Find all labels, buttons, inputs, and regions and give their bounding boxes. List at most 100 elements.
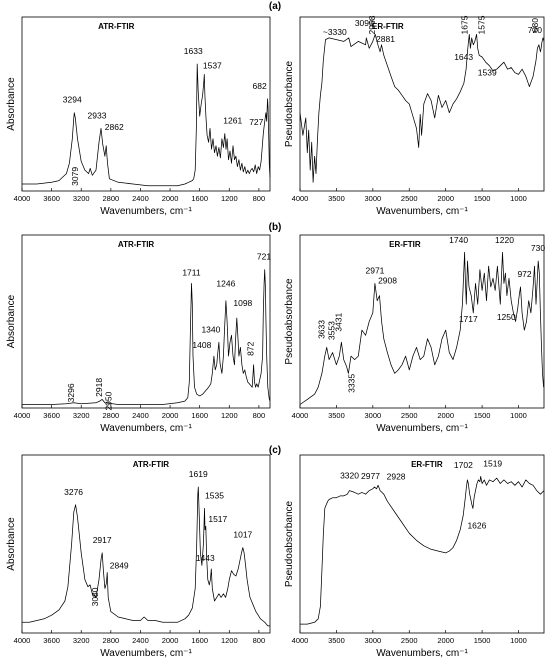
x-tick-label: 2000 xyxy=(162,194,179,203)
x-tick-label: 4000 xyxy=(14,411,31,420)
plot-frame xyxy=(299,234,545,409)
chart-panel-6: 4000 3500 3000 2500 2000 1500 1000 Wavenumbers,… xyxy=(284,454,545,659)
spectrum-line xyxy=(22,486,270,627)
plot-frame xyxy=(21,234,271,409)
x-tick-label: 3200 xyxy=(73,411,90,420)
peak-label: 721 xyxy=(257,252,271,262)
y-axis-label: Pseudoabsorbance xyxy=(284,500,295,587)
peak-label: 872 xyxy=(246,341,256,355)
x-tick-label: 2400 xyxy=(132,636,149,645)
peak-label: ~3330 xyxy=(323,27,347,37)
x-tick-label: 2800 xyxy=(102,411,119,420)
x-tick-label: 2000 xyxy=(437,194,454,203)
chart-panel-5: 4000 3600 3200 2800 2400 2000 1600 1200 800 Waven… xyxy=(6,454,271,659)
peak-label: 1675 xyxy=(459,15,469,34)
x-tick-label: 1000 xyxy=(510,194,527,203)
x-tick-label: 4000 xyxy=(14,194,31,203)
x-tick-label: 1500 xyxy=(474,194,491,203)
spectrum-line xyxy=(300,476,545,625)
peak-label: 1098 xyxy=(233,298,252,308)
plot-frame xyxy=(21,454,271,634)
x-tick-label: 2000 xyxy=(437,636,454,645)
chart-panel-1: 4000 3600 3200 2800 2400 2000 1600 1200 800 Waven… xyxy=(6,16,271,217)
peak-label: 2881 xyxy=(376,34,395,44)
peak-label: 2862 xyxy=(105,122,124,132)
peak-label: 1246 xyxy=(216,279,235,289)
x-tick-label: 1500 xyxy=(474,636,491,645)
peak-label: 1261 xyxy=(223,116,242,126)
x-tick-label: 1600 xyxy=(191,194,208,203)
spectrum-line xyxy=(22,269,271,405)
peak-label: 1340 xyxy=(201,324,220,334)
x-tick-label: 3200 xyxy=(73,636,90,645)
x-tick-label: 4000 xyxy=(292,194,309,203)
peak-label: 3276 xyxy=(64,487,83,497)
x-tick-label: 1600 xyxy=(191,411,208,420)
x-tick-label: 2000 xyxy=(162,411,179,420)
x-tick-label: 3200 xyxy=(73,194,90,203)
peak-label: 1443 xyxy=(196,553,215,563)
peak-label: 3553 xyxy=(327,321,337,340)
y-axis-label: Absorbance xyxy=(6,77,17,131)
peak-label: 2977 xyxy=(361,471,380,481)
x-tick-label: 2500 xyxy=(401,411,418,420)
x-tick-label: 4000 xyxy=(292,636,309,645)
x-tick-label: 1000 xyxy=(510,411,527,420)
x-tick-label: 800 xyxy=(253,411,266,420)
peak-label: 730 xyxy=(531,243,545,253)
panel-label: (c) xyxy=(269,445,281,456)
x-tick-label: 800 xyxy=(253,636,266,645)
peak-label: 2933 xyxy=(88,110,107,120)
x-tick-label: 1500 xyxy=(474,411,491,420)
x-axis-label: Wavenumbers, cm⁻¹ xyxy=(376,206,468,217)
chart-panel-4: 4000 3500 3000 2500 2000 1500 1000 Wavenumbers,… xyxy=(284,234,545,434)
peak-label: 3090 xyxy=(355,18,374,28)
plot-frame xyxy=(21,16,271,192)
peak-label: 1643 xyxy=(454,52,473,62)
chart-title: ER-FTIR xyxy=(411,460,443,469)
peak-label: 1702 xyxy=(454,460,473,470)
peak-label: 1717 xyxy=(459,314,478,324)
peak-label: 2971 xyxy=(365,265,384,275)
panel-label: (b) xyxy=(269,222,282,233)
peak-label: 1575 xyxy=(477,15,487,34)
peak-label: 3079 xyxy=(70,167,80,186)
chart-panel-2: 4000 3500 3000 2500 2000 1500 1000 Wavenumbers,… xyxy=(284,15,545,217)
x-axis-label: Wavenumbers, cm⁻¹ xyxy=(100,648,192,659)
peak-label: 1539 xyxy=(478,67,497,77)
peak-label: 1519 xyxy=(483,458,502,468)
x-axis-label: Wavenumbers, cm⁻¹ xyxy=(100,206,192,217)
chart-title: ER-FTIR xyxy=(389,240,421,249)
peak-label: 2908 xyxy=(378,276,397,286)
peak-label: 1633 xyxy=(184,46,203,56)
x-tick-label: 3500 xyxy=(328,636,345,645)
chart-panel-3: 4000 3600 3200 2800 2400 2000 1600 1200 800 Waven… xyxy=(6,234,271,434)
x-tick-label: 800 xyxy=(253,194,266,203)
x-tick-label: 1000 xyxy=(510,636,527,645)
x-tick-label: 2500 xyxy=(401,194,418,203)
y-axis-label: Pseudoabsorbance xyxy=(284,278,295,365)
peak-label: 1626 xyxy=(467,520,486,530)
spectrum-line xyxy=(299,251,544,405)
x-tick-label: 1600 xyxy=(191,636,208,645)
x-tick-label: 2800 xyxy=(102,636,119,645)
x-tick-label: 2800 xyxy=(102,194,119,203)
peak-label: 2968 xyxy=(367,15,377,34)
chart-title: ATR-FTIR xyxy=(118,240,155,249)
peak-label: 3080 xyxy=(90,587,100,606)
x-tick-label: 3500 xyxy=(328,194,345,203)
x-tick-label: 3000 xyxy=(364,636,381,645)
peak-label: 972 xyxy=(517,269,531,279)
x-tick-label: 3600 xyxy=(43,636,60,645)
x-tick-label: 2500 xyxy=(401,636,418,645)
x-tick-label: 2400 xyxy=(132,411,149,420)
chart-title: ER-FTIR xyxy=(372,22,404,31)
x-tick-label: 1200 xyxy=(221,636,238,645)
peak-label: 3296 xyxy=(66,383,76,402)
x-axis-label: Wavenumbers, cm⁻¹ xyxy=(376,423,468,434)
x-tick-label: 3500 xyxy=(328,411,345,420)
x-tick-label: 2400 xyxy=(132,194,149,203)
chart-title: ATR-FTIR xyxy=(98,22,135,31)
y-axis-label: Absorbance xyxy=(6,294,17,348)
